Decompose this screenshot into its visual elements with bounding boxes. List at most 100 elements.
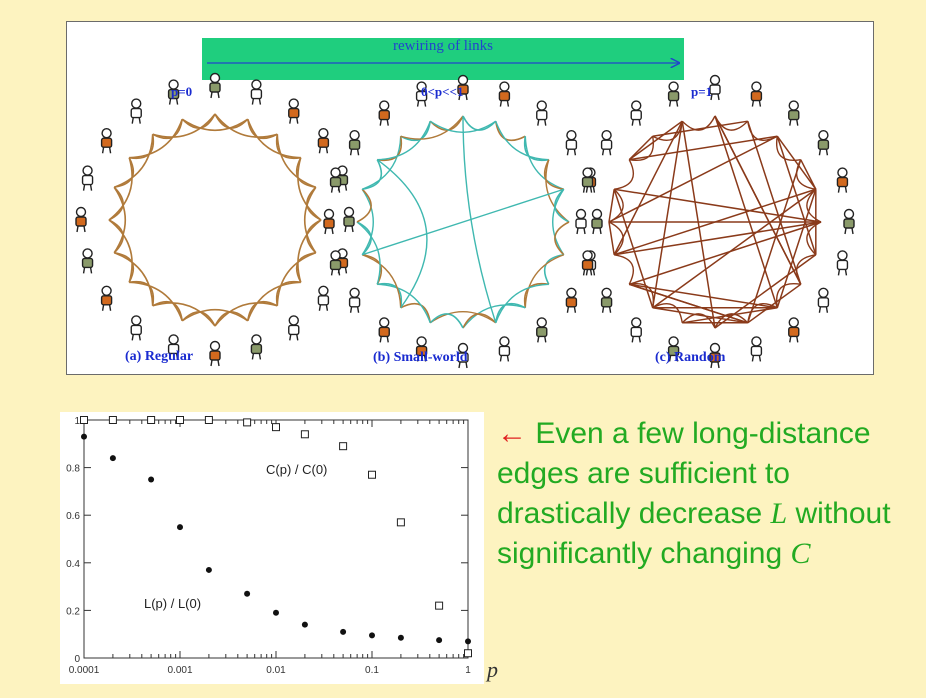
network-edge [152, 302, 216, 327]
network-edge [613, 120, 683, 256]
network-edge [652, 120, 748, 137]
network-edge [628, 120, 683, 161]
network-edge [361, 188, 374, 256]
person-icon [565, 130, 578, 156]
network-edge [682, 307, 778, 324]
network-edge [524, 136, 565, 190]
person-icon [788, 317, 800, 343]
network-edge [181, 309, 249, 322]
l-ratio-point [205, 566, 212, 573]
p-label-small-world: 0<p<<1 [421, 84, 464, 99]
network-small-world [323, 74, 603, 369]
x-tick-label: 0.0001 [69, 665, 100, 676]
person-icon [788, 100, 800, 126]
y-tick-label: 0.6 [66, 511, 80, 522]
person-icon [250, 79, 263, 105]
network-edge [356, 188, 372, 223]
person-icon [317, 285, 330, 311]
person-icon [209, 72, 221, 99]
network-edge [608, 189, 615, 223]
person-icon [81, 248, 94, 274]
network-edge [775, 282, 801, 308]
person-icon [167, 334, 180, 360]
l-ratio-point [301, 621, 308, 628]
person-icon [209, 340, 221, 367]
person-icon [167, 79, 180, 105]
person-icon [329, 250, 342, 276]
c-ratio-point [272, 423, 280, 432]
c-ratio-point [300, 430, 309, 439]
l-ratio-point [81, 433, 87, 440]
network-edge [614, 188, 822, 223]
network-edge [796, 159, 816, 190]
network-edge [608, 221, 615, 255]
network-edge [247, 281, 301, 322]
plot-frame [83, 419, 469, 659]
network-edge [681, 121, 716, 329]
c-ratio-point [396, 518, 405, 527]
person-icon [709, 342, 721, 369]
caption-small-world: (b) Small-world [373, 350, 468, 365]
network-edge [629, 136, 655, 162]
person-icon [415, 81, 428, 107]
caption-regular: (a) Regular [125, 349, 194, 364]
scatter-chart: 0.0001 0.001 0.01 0.1 1 0 0.2 0.4 0.6 0.8 1 C(p) / … [66, 416, 472, 676]
person-icon [343, 206, 355, 233]
network-edge [181, 113, 216, 129]
c-ratio-point [147, 416, 156, 424]
network-edge [214, 113, 249, 129]
left-arrow-icon: ← [497, 417, 527, 450]
network-edge [361, 188, 565, 256]
person-icon [581, 167, 594, 193]
network-edge [608, 135, 778, 223]
person-icon [81, 165, 94, 191]
network-edge [775, 136, 801, 162]
network-edge [629, 135, 778, 161]
person-icon [130, 315, 142, 341]
network-edge [681, 115, 716, 131]
small-world-diagram: rewiring of links p=0 0<p<<1 p=1 (a) Reg… [66, 21, 874, 375]
rewiring-banner: rewiring of links [202, 38, 684, 80]
x-axis-label: p [487, 657, 498, 682]
person-icon [250, 334, 263, 360]
network-edge [747, 283, 802, 324]
var-c: C [790, 537, 811, 570]
network-edge [297, 219, 322, 283]
person-icon [378, 100, 390, 126]
c-ratio-point [204, 416, 213, 424]
network-edge [181, 311, 216, 327]
network-edge [714, 115, 749, 131]
person-icon [709, 74, 721, 101]
c-ratio-point [80, 416, 88, 424]
network-edge [651, 121, 683, 308]
person-icon [600, 287, 613, 313]
y-tick-label: 1 [74, 416, 80, 427]
person-icon [817, 130, 830, 156]
y-tick-label: 0 [74, 654, 80, 665]
l-ratio-label: L(p) / L(0) [144, 596, 201, 611]
network-edge [608, 188, 624, 223]
l-ratio-point [273, 609, 279, 616]
clustering-path-plot: 0.0001 0.001 0.01 0.1 1 0 0.2 0.4 0.6 0.8 1 C(p) / … [60, 412, 484, 684]
network-edge [714, 254, 817, 329]
c-ratio-point [464, 649, 472, 658]
x-tick-label: 1 [465, 665, 471, 676]
network-edge [152, 113, 216, 138]
network-edge [276, 252, 317, 306]
network-edge [113, 186, 126, 254]
var-l: L [770, 497, 788, 530]
person-icon [415, 336, 428, 362]
network-edge [214, 311, 249, 327]
network-edge [429, 313, 464, 329]
person-icon [565, 287, 578, 313]
person-icon [750, 336, 763, 362]
l-ratio-point [465, 638, 471, 645]
person-icon [457, 342, 469, 369]
network-edge [806, 221, 822, 256]
person-icon [575, 208, 587, 235]
note-text-2: without significantly changing [497, 497, 891, 570]
network-edge [652, 307, 748, 324]
person-icon [843, 208, 855, 235]
person-icon [323, 208, 335, 235]
network-edge [462, 115, 497, 131]
